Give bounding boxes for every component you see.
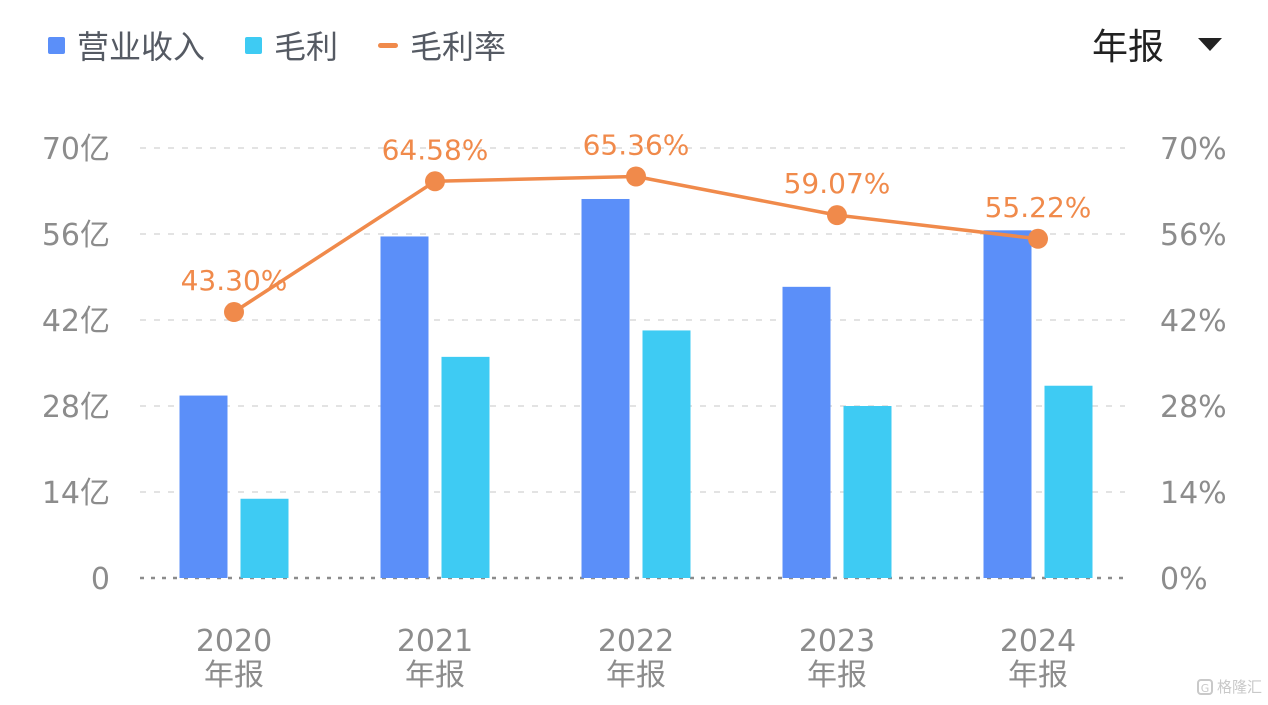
gross-margin-data-label: 64.58% bbox=[382, 133, 489, 166]
gross-profit-bar bbox=[642, 330, 691, 578]
gross-profit-bar bbox=[843, 406, 892, 578]
x-tick-label-suffix: 年报 bbox=[1008, 658, 1068, 693]
x-tick-label-suffix: 年报 bbox=[405, 658, 465, 693]
y-left-tick-label: 42亿 bbox=[42, 304, 110, 339]
revenue-bar bbox=[782, 286, 831, 578]
watermark-logo-icon: G bbox=[1196, 678, 1213, 695]
y-left-tick-label: 0 bbox=[91, 562, 110, 597]
gross-profit-bar bbox=[240, 498, 289, 578]
legend-item-revenue[interactable]: 营业收入 bbox=[48, 22, 205, 68]
gross-profit-bar bbox=[1044, 385, 1093, 578]
gross-margin-point bbox=[827, 205, 847, 226]
y-right-tick-label: 42% bbox=[1160, 304, 1227, 339]
x-tick-label-suffix: 年报 bbox=[606, 658, 666, 693]
revenue-bar bbox=[581, 198, 630, 578]
x-tick-label-year: 2024 bbox=[1000, 624, 1076, 659]
period-selector[interactable]: 年报 bbox=[1092, 18, 1222, 70]
gross-profit-swatch-icon bbox=[245, 36, 263, 54]
y-left-tick-label: 56亿 bbox=[42, 218, 110, 253]
revenue-swatch-icon bbox=[48, 36, 65, 54]
gross-margin-data-label: 59.07% bbox=[784, 167, 891, 200]
y-right-tick-label: 70% bbox=[1160, 132, 1227, 167]
legend: 营业收入 毛利 毛利率 bbox=[48, 22, 506, 68]
revenue-bar bbox=[179, 395, 228, 578]
y-right-tick-label: 28% bbox=[1160, 390, 1227, 425]
legend-item-gross-margin[interactable]: 毛利率 bbox=[378, 22, 506, 68]
period-selector-label: 年报 bbox=[1091, 27, 1164, 68]
gross-margin-data-label: 43.30% bbox=[181, 264, 288, 297]
y-right-tick-label: 56% bbox=[1160, 218, 1227, 253]
caret-down-icon bbox=[1198, 37, 1222, 51]
y-left-tick-label: 70亿 bbox=[42, 132, 110, 167]
revenue-bar bbox=[983, 230, 1032, 579]
legend-label-gross-margin: 毛利率 bbox=[410, 28, 507, 66]
gross-margin-line-icon bbox=[378, 42, 399, 48]
x-tick-label-year: 2021 bbox=[397, 624, 473, 659]
x-tick-label-suffix: 年报 bbox=[204, 658, 264, 693]
watermark: G 格隆汇 bbox=[1196, 676, 1262, 697]
gross-profit-bar bbox=[441, 356, 490, 578]
y-right-tick-label: 14% bbox=[1160, 476, 1227, 511]
legend-label-revenue: 营业收入 bbox=[77, 28, 206, 66]
y-right-tick-label: 0% bbox=[1160, 562, 1208, 597]
y-left-tick-label: 14亿 bbox=[42, 476, 110, 511]
gross-margin-data-label: 65.36% bbox=[583, 129, 690, 162]
gross-margin-point bbox=[626, 166, 646, 187]
gross-margin-data-label: 55.22% bbox=[985, 191, 1092, 224]
gross-margin-point bbox=[425, 171, 445, 192]
x-tick-label-suffix: 年报 bbox=[807, 658, 867, 693]
legend-item-gross-profit[interactable]: 毛利 bbox=[245, 22, 338, 68]
legend-label-gross-profit: 毛利 bbox=[274, 28, 339, 66]
y-left-tick-label: 28亿 bbox=[42, 390, 110, 425]
x-tick-label-year: 2022 bbox=[598, 624, 674, 659]
gross-margin-point bbox=[224, 302, 244, 323]
revenue-bar bbox=[380, 236, 429, 578]
watermark-text: 格隆汇 bbox=[1216, 678, 1262, 696]
x-tick-label-year: 2023 bbox=[799, 624, 875, 659]
gross-margin-line bbox=[233, 174, 1039, 314]
x-tick-label-year: 2020 bbox=[196, 624, 272, 659]
gross-margin-point bbox=[1028, 228, 1048, 249]
